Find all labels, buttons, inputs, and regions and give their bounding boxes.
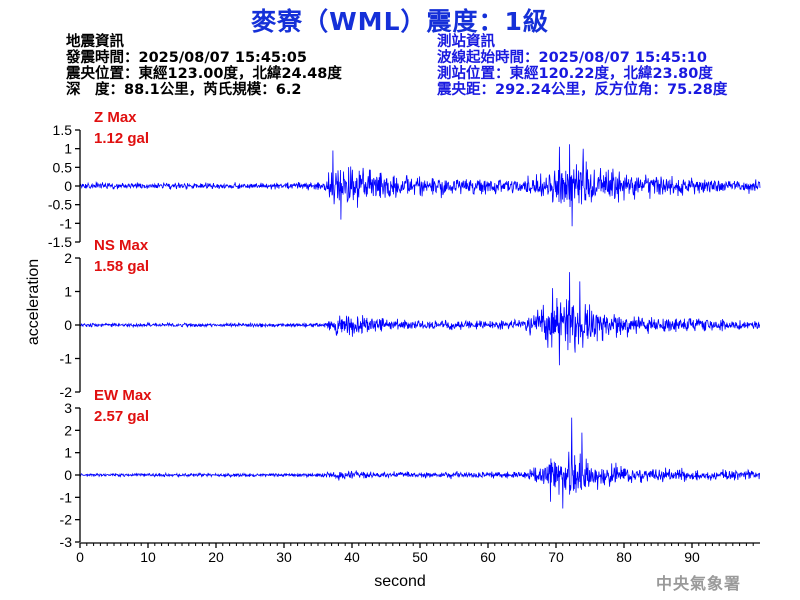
cwa-watermark: 中央氣象署 — [656, 574, 742, 593]
y-tick-label: -1 — [60, 351, 73, 367]
y-tick-label: -0.5 — [48, 197, 72, 213]
y-tick-label: -2 — [60, 384, 73, 400]
z-max-value: 1.12 gal — [94, 130, 149, 147]
y-tick-label: 0 — [64, 467, 72, 483]
station-location: 測站位置：東經120.22度，北緯23.80度 — [437, 66, 713, 82]
epicentral-distance: 震央距：292.24公里，反方位角：75.28度 — [437, 82, 728, 98]
y-tick-label: 2 — [64, 422, 72, 438]
y-tick-label: 1 — [64, 284, 72, 300]
y-tick-label: 0.5 — [53, 159, 73, 175]
x-axis-label: second — [374, 573, 426, 590]
y-tick-label: -3 — [60, 534, 73, 550]
y-tick-label: 1 — [64, 141, 72, 157]
y-tick-label: 0 — [64, 178, 72, 194]
x-tick-label: 70 — [548, 549, 564, 565]
x-tick-label: 90 — [684, 549, 700, 565]
y-tick-label: 1.5 — [53, 122, 73, 138]
ew-trace — [79, 417, 760, 509]
ns-max-label: NS Max — [94, 237, 149, 254]
y-tick-label: -1 — [60, 489, 73, 505]
earthquake-info-heading: 地震資訊 — [66, 34, 124, 50]
panel-z: -1.5 -1 -0.5 0 0.5 1 1.5 Z Max 1.12 gal — [48, 109, 761, 250]
y-axis-label: acceleration — [25, 259, 42, 345]
y-tick-label: 1 — [64, 445, 72, 461]
x-tick-label: 30 — [276, 549, 292, 565]
earthquake-info: 地震資訊 發震時間：2025/08/07 15:45:05 震央位置：東經123… — [66, 34, 342, 98]
y-tick-label: 2 — [64, 250, 72, 266]
x-tick-label: 80 — [616, 549, 632, 565]
x-tick-label: 40 — [344, 549, 360, 565]
panel-ew: -3 -2 -1 0 1 2 3 EW Max 2.57 gal — [60, 387, 760, 550]
origin-time: 發震時間：2025/08/07 15:45:05 — [66, 50, 307, 66]
chart-title: 麥寮（WML）震度：1級 — [251, 7, 549, 36]
y-tick-label: 3 — [64, 400, 72, 416]
x-tick-label: 60 — [480, 549, 496, 565]
ew-max-label: EW Max — [94, 387, 152, 404]
wave-start-time: 波線起始時間：2025/08/07 15:45:10 — [437, 50, 707, 66]
z-max-label: Z Max — [94, 109, 137, 126]
z-trace — [79, 144, 761, 227]
y-tick-label: -1 — [60, 215, 73, 231]
ns-max-value: 1.58 gal — [94, 258, 149, 275]
epicenter-location: 震央位置：東經123.00度，北緯24.48度 — [66, 66, 342, 82]
ns-trace — [79, 272, 760, 366]
y-tick-label: 0 — [64, 317, 72, 333]
x-tick-label: 50 — [412, 549, 428, 565]
ew-max-value: 2.57 gal — [94, 408, 149, 425]
panel-ns: -2 -1 0 1 2 NS Max 1.58 gal — [60, 237, 760, 400]
y-tick-label: -1.5 — [48, 234, 72, 250]
station-info-heading: 測站資訊 — [437, 34, 495, 50]
depth-magnitude: 深 度：88.1公里，芮氏規模：6.2 — [66, 82, 302, 98]
x-tick-label: 0 — [76, 549, 84, 565]
y-tick-label: -2 — [60, 512, 73, 528]
x-tick-label: 20 — [208, 549, 224, 565]
x-tick-label: 10 — [140, 549, 156, 565]
seismogram-panels: -1.5 -1 -0.5 0 0.5 1 1.5 Z Max 1.12 gal -2 -1 0 1 2 NS… — [48, 109, 761, 565]
station-info: 測站資訊 波線起始時間：2025/08/07 15:45:10 測站位置：東經1… — [437, 34, 727, 98]
